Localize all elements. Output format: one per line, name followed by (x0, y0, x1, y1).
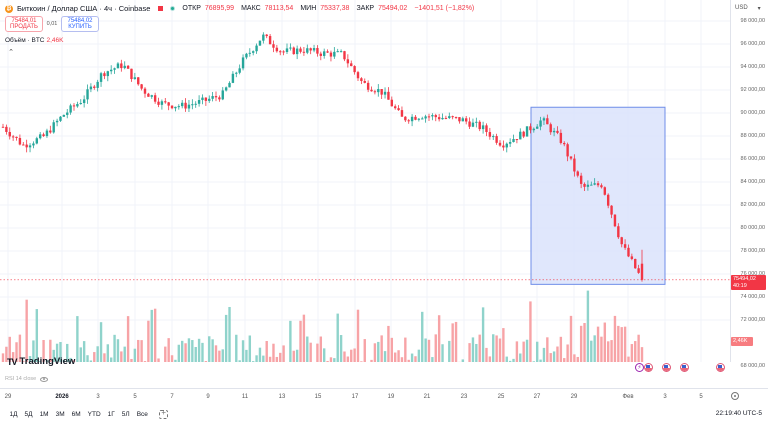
close-value: 75494,02 (378, 5, 408, 12)
us-flag-event-icon[interactable] (662, 363, 671, 372)
time-tick-label: 17 (351, 394, 359, 400)
open-value: 76895,99 (204, 5, 235, 12)
us-flag-event-icon[interactable] (644, 363, 653, 372)
time-tick-label: 7 (170, 394, 174, 400)
open-label: ОТКР (182, 5, 201, 12)
sell-label: ПРОДАТЬ (10, 24, 38, 30)
buy-price: 75484,02 (67, 17, 93, 24)
bottom-toolbar: 1Д 5Д 1М 3М 6М YTD 1Г 5Л Все 22:19:40 UT… (0, 405, 768, 423)
time-axis[interactable]: 29 2026 3 5 7 9 11 13 15 17 19 21 23 25 27 29 Фев 3 5 (0, 388, 768, 405)
rsi-label: RSI 14 close (5, 376, 37, 382)
current-price-badge: 75494,02 40:19 (731, 275, 766, 290)
price-tick-label: 76 000,00 (740, 271, 765, 277)
current-price: 75494,02 (733, 276, 756, 282)
price-tick-label: 72 000,00 (740, 317, 765, 323)
price-tick-label: 92 000,00 (740, 87, 765, 93)
volume-badge: 2,46K (731, 337, 753, 346)
time-tick-label: 15 (314, 394, 322, 400)
time-tick-label: 27 (533, 394, 541, 400)
spread-value: 0,01 (46, 21, 58, 27)
time-tick-label: 9 (206, 394, 210, 400)
time-tick-label: 11 (241, 394, 249, 400)
logo-text: TradingView (19, 356, 76, 367)
currency-label: USD (735, 5, 748, 11)
time-tick-label: 13 (278, 394, 286, 400)
caret-down-icon: ▾ (757, 6, 761, 12)
volume-value: 2,46K (46, 37, 64, 44)
us-flag-event-icon[interactable] (716, 363, 725, 372)
close-label: ЗАКР (356, 5, 375, 12)
price-tick-label: 98 000,00 (740, 18, 765, 24)
eye-icon[interactable] (40, 376, 49, 382)
rsi-indicator-legend[interactable]: RSI 14 close (5, 376, 49, 382)
high-value: 78113,54 (264, 5, 294, 12)
buy-label: КУПИТЬ (68, 24, 92, 30)
range-1d[interactable]: 1Д (9, 410, 18, 418)
bitcoin-icon: ₿ (5, 4, 13, 13)
price-tick-label: 90 000,00 (740, 110, 765, 116)
time-tick-label: 25 (497, 394, 505, 400)
sell-price: 75484,01 (11, 17, 37, 24)
low-value: 75337,38 (320, 5, 350, 12)
price-tick-label: 74 000,00 (740, 294, 765, 300)
range-5y[interactable]: 5Л (121, 410, 130, 418)
gear-icon[interactable] (731, 392, 739, 400)
buy-button[interactable]: 75484,02 КУПИТЬ (61, 16, 99, 32)
time-tick-label: 3 (663, 394, 667, 400)
low-label: МИН (300, 5, 317, 12)
time-tick-label: 21 (423, 394, 431, 400)
collapse-legend-button[interactable]: ⌃ (8, 49, 14, 56)
chart-pane[interactable] (0, 0, 730, 362)
time-tick-label: 23 (460, 394, 468, 400)
price-tick-label: 80 000,00 (740, 225, 765, 231)
time-tick-label: 29 (4, 394, 12, 400)
symbol-legend: ₿ Биткоин / Доллар США · 4ч · Coinbase О… (5, 4, 477, 13)
candlestick-chart[interactable] (0, 0, 730, 362)
symbol-title[interactable]: Биткоин / Доллар США · 4ч · Coinbase (17, 4, 151, 13)
price-tick-label: 94 000,00 (740, 64, 765, 70)
range-ytd[interactable]: YTD (87, 410, 101, 418)
range-6m[interactable]: 6М (71, 410, 81, 418)
range-5d[interactable]: 5Д (24, 410, 33, 418)
high-label: МАКС (241, 5, 261, 12)
time-tick-label: 19 (387, 394, 395, 400)
currency-button[interactable]: USD ▾ (735, 5, 761, 12)
price-tick-label: 68 000,00 (740, 363, 765, 369)
time-tick-label: 2026 (55, 394, 69, 400)
price-tick-label: 86 000,00 (740, 156, 765, 162)
sell-button[interactable]: 75484,01 ПРОДАТЬ (5, 16, 43, 32)
time-tick-label: 5 (133, 394, 137, 400)
price-tick-label: 84 000,00 (740, 179, 765, 185)
market-status-icon[interactable] (170, 6, 176, 11)
tradingview-mark-icon: TV (7, 356, 17, 367)
price-tick-label: 96 000,00 (740, 41, 765, 47)
price-tick-label: 88 000,00 (740, 133, 765, 139)
price-tick-label: 82 000,00 (740, 202, 765, 208)
time-tick-label: 3 (96, 394, 100, 400)
bar-countdown: 40:19 (733, 282, 747, 289)
us-flag-event-icon[interactable] (680, 363, 689, 372)
go-to-date-icon[interactable] (159, 408, 169, 419)
change-value: −1401,51 (−1,82%) (414, 5, 475, 12)
time-tick-label: Фев (622, 394, 634, 400)
trade-buttons: 75484,01 ПРОДАТЬ 0,01 75484,02 КУПИТЬ (5, 16, 99, 32)
range-all[interactable]: Все (136, 410, 148, 418)
price-scale[interactable] (730, 0, 768, 362)
range-1m[interactable]: 1М (39, 410, 49, 418)
flag-icon[interactable] (158, 6, 164, 11)
time-tick-label: 29 (570, 394, 578, 400)
clock[interactable]: 22:19:40 UTC-5 (715, 410, 762, 417)
range-3m[interactable]: 3М (55, 410, 65, 418)
time-tick-label: 5 (699, 394, 703, 400)
bolt-event-icon[interactable]: ⚡ (635, 363, 644, 372)
price-tick-label: 78 000,00 (740, 248, 765, 254)
volume-label: Объём · BTC (5, 37, 45, 44)
range-1y[interactable]: 1Г (107, 410, 115, 418)
tradingview-logo[interactable]: TV TradingView (7, 356, 75, 367)
volume-legend[interactable]: Объём · BTC 2,46K (5, 37, 64, 44)
